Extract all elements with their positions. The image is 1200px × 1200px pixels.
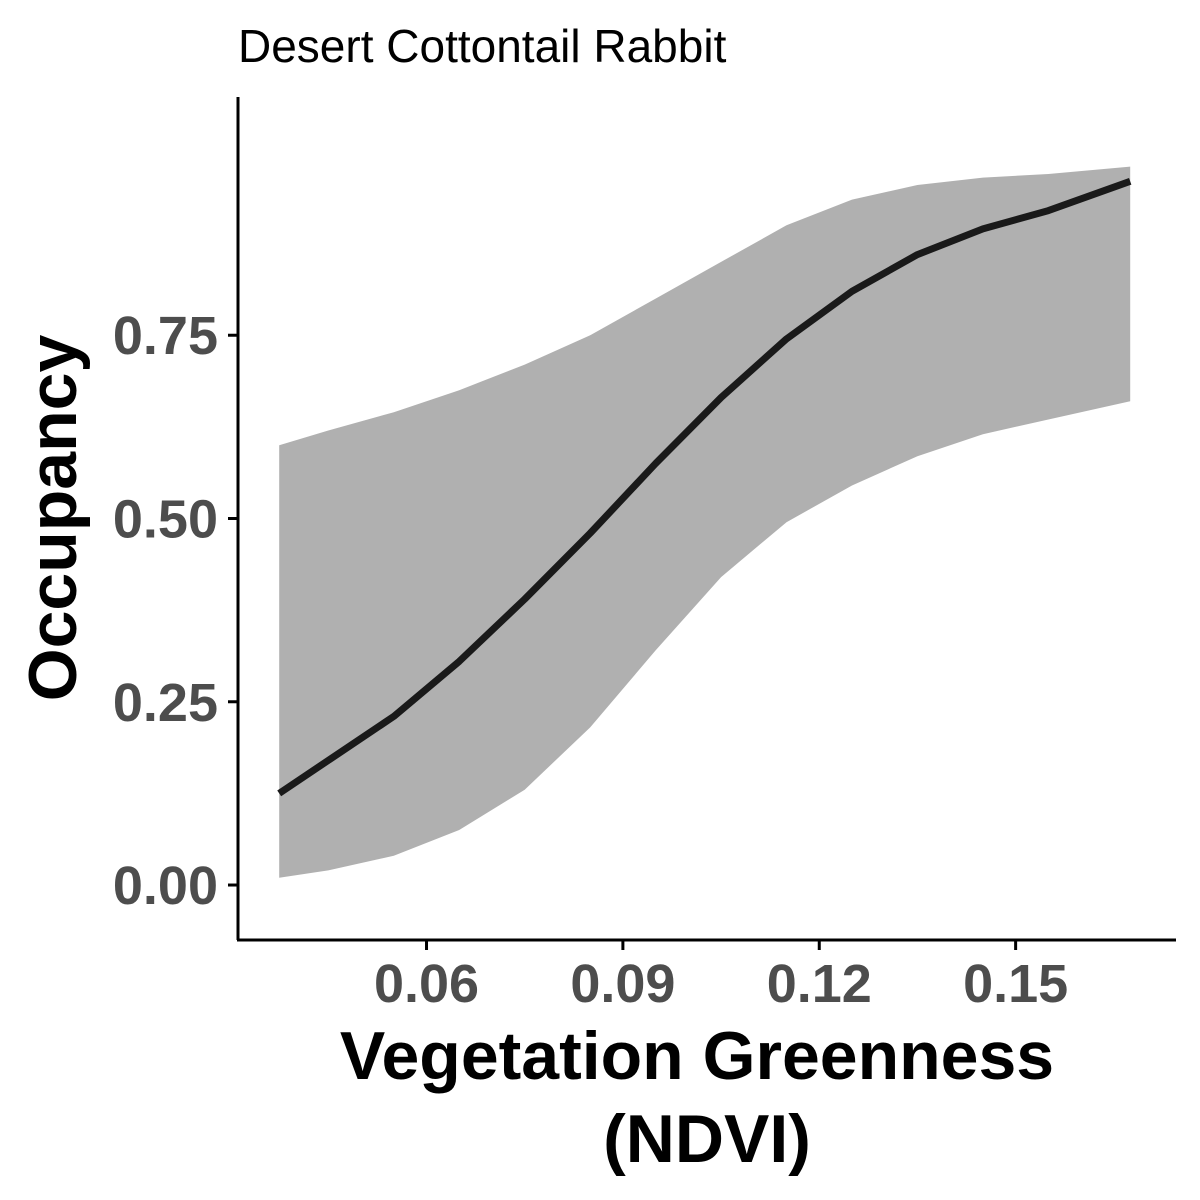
x-tick-label: 0.06	[374, 954, 479, 1014]
y-axis-ticks: 0.00 0.25 0.50 0.75	[113, 306, 238, 916]
chart-title: Desert Cottontail Rabbit	[238, 20, 727, 72]
x-tick-label: 0.15	[963, 954, 1068, 1014]
x-tick-label: 0.09	[570, 954, 675, 1014]
y-tick-label: 0.75	[113, 306, 218, 366]
confidence-ribbon	[279, 166, 1131, 878]
y-axis-title: Occupancy	[15, 335, 91, 702]
y-tick-label: 0.50	[113, 490, 218, 550]
occupancy-trend-line	[277, 178, 1132, 797]
plot-area	[277, 166, 1132, 878]
x-axis-ticks: 0.06 0.09 0.12 0.15	[374, 940, 1068, 1014]
x-axis-title-line-2: (NDVI)	[603, 1101, 811, 1177]
y-tick-label: 0.25	[113, 673, 218, 733]
y-tick-label: 0.00	[113, 856, 218, 916]
x-tick-label: 0.12	[767, 954, 872, 1014]
x-axis-title-line-1: Vegetation Greenness	[340, 1018, 1054, 1094]
